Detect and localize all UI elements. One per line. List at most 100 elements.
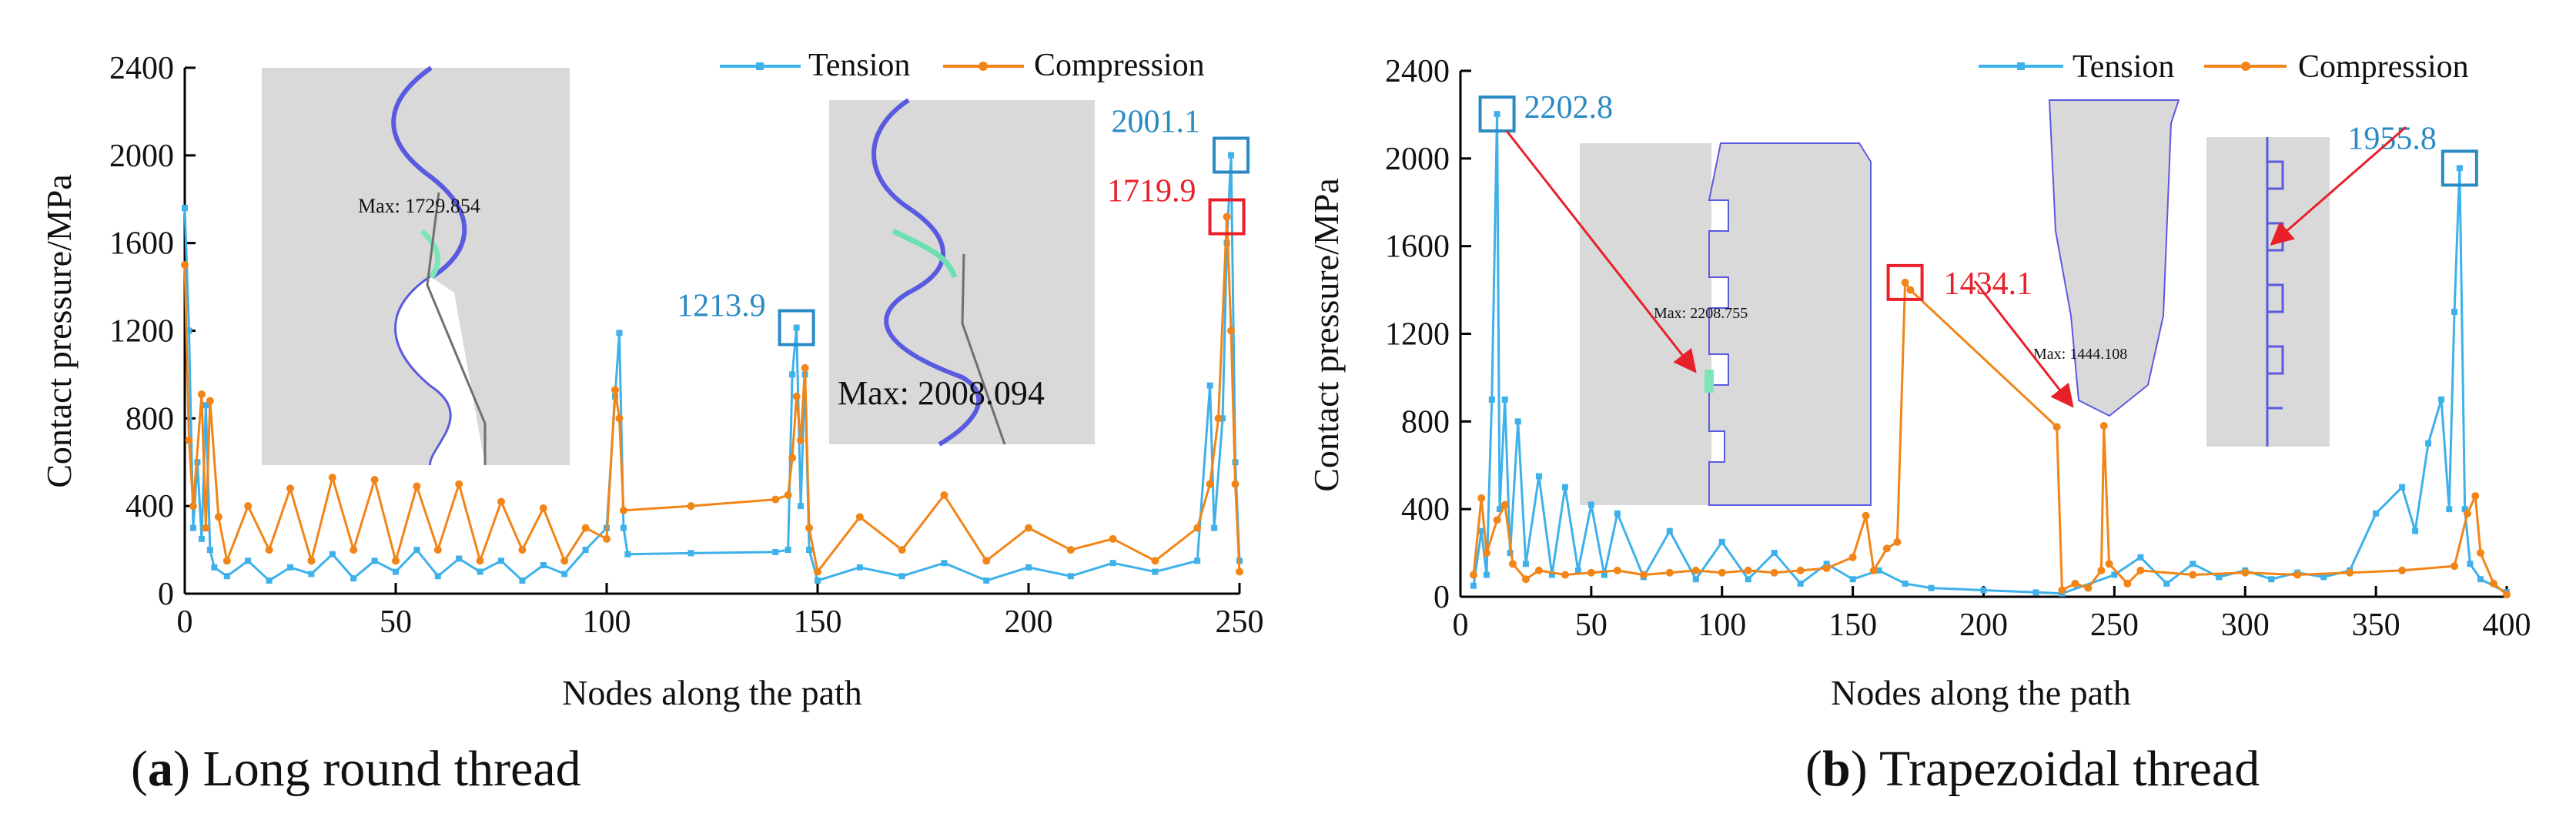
panel-a-series-tension-point-32 [772,548,779,555]
panel-a-y-tick-label-1: 400 [125,489,174,524]
panel-b-x-axis-title: Nodes along the path [1831,673,2131,712]
panel-b-series-compression-point-15 [1744,566,1752,574]
panel-a-series-tension-point-49 [1206,382,1213,389]
panel-a-callout-label-1: 2001.1 [1112,105,1201,140]
panel-a-series-tension-point-30 [624,551,631,557]
panel-b-series-tension-point-19 [1692,576,1699,583]
panel-b-series-compression-point-26 [2052,423,2061,431]
panel-a-series-tension-point-38 [806,547,813,554]
panel-b-series-compression-point-40 [2451,562,2459,571]
panel-b-series-compression-point-19 [1848,553,1857,561]
panel-b-series-compression-point-28 [2071,579,2079,588]
panel-b-series-tension-point-48 [2451,309,2458,316]
panel-a-x-tick-label-5: 250 [1216,604,1264,640]
panel-b-series-compression-point-12 [1665,568,1674,577]
panel-a-series-tension-point-4 [198,535,205,542]
panel-a-series-tension-line [183,154,1241,582]
panel-a-series-tension-point-16 [393,568,399,575]
panel-a-series-compression-point-40 [940,490,948,499]
panel-a-series-compression-point-41 [982,557,991,565]
panel-b-x-tick-label-3: 150 [1828,608,1877,643]
panel-b-series-tension-point-33 [2137,554,2144,561]
panel-a-series-compression-point-5 [206,397,214,405]
panel-a-series-tension-point-14 [350,575,357,582]
panel-b-series-tension-point-13 [1574,567,1581,574]
panel-a-series-tension-point-47 [1152,568,1159,575]
panel-a-series-tension-point-43 [983,577,990,584]
panel-a-series-compression-point-29 [687,502,695,511]
panel-b-series-compression-point-27 [2058,586,2066,594]
panel-b-series-compression-point-42 [2471,492,2480,501]
panel-a-series-compression-point-9 [265,546,273,554]
panel-b-y-tick-label-1: 400 [1401,492,1450,527]
panel-a-series-compression-point-47 [1206,480,1214,488]
panel-a-series-compression-point-19 [476,557,484,565]
panel-b-series-compression-point-29 [2084,584,2093,592]
panel-a-series-tension-point-8 [223,573,230,580]
panel-a-series-compression-point-42 [1025,524,1032,532]
panel-a-series-compression-point-36 [805,524,814,532]
panel-a-inset-2-thread-profile [871,98,982,447]
panel-a-series-compression-point-46 [1193,524,1202,532]
panel-a-series-tension-point-5 [202,402,209,409]
panel-b-series-tension-point-43 [2399,484,2406,490]
panel-a-series-tension-point-36 [798,503,805,510]
panel-b-callout-label-1: 1434.1 [1944,266,2033,302]
panel-b-inset-1-internal-thread [1708,142,1872,506]
panel-a-series-compression-point-33 [792,392,801,400]
panel-a-series-compression-point-48 [1214,414,1223,423]
panel-a-legend-compression-label: Compression [1034,48,1205,83]
panel-a-series-tension-point-17 [413,547,420,554]
panel-b-series-compression-point-14 [1718,568,1726,577]
panel-a-series-tension-point-7 [211,564,218,571]
panel-b-series-tension-point-26 [1875,567,1882,574]
panel-b-inset-1-max-label: Max: 2208.755 [1654,305,1748,322]
panel-a-series-compression-point-0 [181,261,189,270]
panel-a-series-tension-point-22 [519,577,526,584]
panel-a-series-compression-point-15 [392,557,400,565]
panel-b-y-tick-label-3: 1200 [1385,317,1450,353]
panel-b-series-compression-point-8 [1561,571,1569,579]
panel-b-series-tension-point-42 [2373,510,2380,517]
panel-a-series-compression-point-1 [185,436,193,444]
panel-b-series-tension-point-27 [1902,580,1909,587]
panel-b-series-compression-point-10 [1613,566,1621,574]
panel-b-series-compression-point-2 [1482,549,1490,557]
panel-b-series-tension-point-29 [1980,587,1987,594]
panel-b-y-tick-label-0: 0 [1434,580,1450,615]
panel-b-arrow-1434 [1973,280,2074,408]
panel-b-caption: (b) Trapezoidal thread [1805,741,2260,797]
panel-b-series-compression-point-24 [1901,278,1909,286]
panel-a-series-tension-point-6 [206,547,213,554]
panel-b-series-tension-point-21 [1745,576,1751,583]
panel-a-series-tension-point-23 [540,562,547,569]
panel-b-y-tick-label-4: 1600 [1385,229,1450,265]
panel-a-legend-tension-marker [756,62,764,70]
panel-a-callout-label-0: 1213.9 [677,289,766,324]
panel-b-arrow-2202 [1505,130,1697,373]
panel-a-series-compression-point-10 [286,484,294,493]
panel-a-series-compression-point-35 [801,363,809,372]
panel-b-series-tension-point-1 [1478,527,1485,534]
panel-a-x-tick-label-0: 0 [177,604,193,640]
panel-a-series-tension-point-40 [856,564,863,571]
panel-a-series-compression-point-51 [1231,480,1239,488]
panel-b-series-compression-point-20 [1862,511,1870,520]
panel-a-y-tick-label-2: 800 [125,401,174,437]
panel-b-series-tension-point-52 [2477,576,2484,583]
panel-a-inset-1-box-edge [426,192,487,465]
panel-a-y-tick-label-3: 1200 [109,314,174,350]
panel-b-series-compression-point-43 [2477,549,2485,557]
panel-a-series-compression-point-49 [1223,213,1231,221]
panel-a-series-tension-point-13 [329,551,336,557]
panel-b-x-tick-label-0: 0 [1453,608,1469,643]
panel-a-series-compression-point-16 [413,482,421,490]
panel-a-series-tension-point-44 [1025,564,1032,571]
panel-b-series-compression-point-35 [2189,571,2197,579]
panel-b-series-compression-point-23 [1893,537,1902,546]
panel-a-x-tick-label-2: 100 [583,604,631,640]
panel-b-series-tension-point-36 [2216,574,2223,581]
panel-b-inset-1: Max: 2208.755 [1580,142,1872,506]
panel-b-trapezoidal-thread: 0 50 100 150 200 250 300 350 400 0 400 800 1200 1600 2… [1306,49,2531,797]
panel-b-series-compression-point-4 [1500,501,1509,509]
